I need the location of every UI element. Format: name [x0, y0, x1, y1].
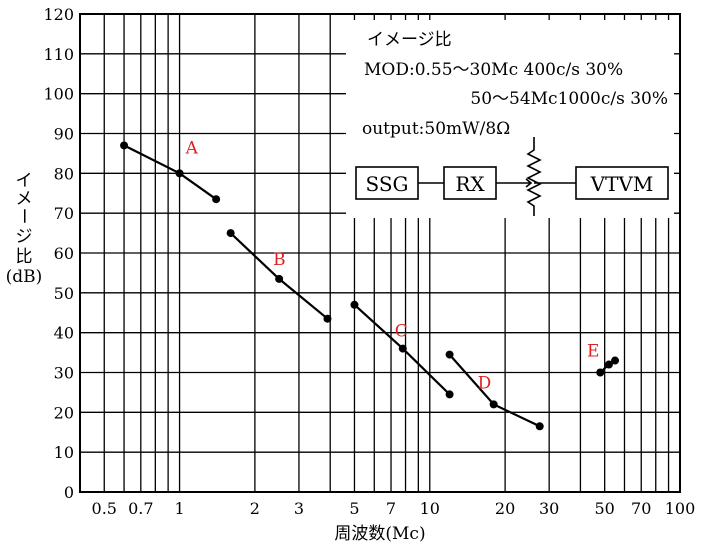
y-axis-title-char: ジ [16, 227, 33, 247]
data-point [611, 356, 620, 365]
y-tick-label: 0 [64, 483, 74, 502]
series-e: E [587, 342, 620, 377]
inset-panel: イメージ比 MOD:0.55〜30Mc 400c/s 30% 50〜54Mc10… [346, 20, 674, 218]
inset-title: イメージ比 [367, 30, 452, 50]
y-axis-title-char: メ [16, 189, 33, 209]
data-point [175, 169, 184, 178]
x-tick-label: 5 [349, 499, 359, 518]
data-point [350, 300, 359, 309]
y-axis-title-char: ー [13, 208, 33, 225]
y-tick-label: 110 [43, 45, 74, 64]
ssg-box [355, 166, 419, 200]
x-tick-label: 7 [386, 499, 396, 518]
rx-label: RX [455, 172, 485, 196]
resistor-symbol [526, 137, 542, 216]
y-axis-title-char: 比 [16, 247, 33, 267]
y-tick-label: 120 [43, 5, 74, 24]
series-label: D [478, 373, 492, 393]
x-tick-label: 30 [539, 499, 559, 518]
series-line [123, 144, 217, 201]
y-axis-title: イ メ ー ジ 比 (dB) [6, 171, 43, 287]
series-label: C [395, 322, 408, 342]
x-axis-title: 周波数(Mc) [334, 524, 425, 544]
x-tick-label: 2 [250, 499, 260, 518]
y-tick-label: 100 [43, 85, 74, 104]
connection-diagram: SSG RX VTVM [355, 137, 669, 216]
y-tick-label: 50 [54, 284, 74, 303]
series-a: A [120, 138, 221, 204]
x-tick-labels: 0.5 0.7 1 2 3 5 7 10 20 30 50 70 100 [92, 499, 696, 518]
x-tick-label: 100 [665, 499, 696, 518]
data-point [445, 390, 454, 399]
vtvm-box [575, 166, 669, 200]
y-tick-label: 30 [54, 364, 74, 383]
x-tick-label: 0.7 [128, 499, 153, 518]
data-point [120, 141, 129, 150]
y-tick-label: 20 [54, 403, 74, 422]
data-point [323, 314, 332, 323]
y-tick-label: 60 [54, 244, 74, 263]
y-tick-label: 80 [54, 164, 74, 183]
x-tick-label: 10 [420, 499, 440, 518]
y-tick-label: 10 [54, 443, 74, 462]
series-label: E [587, 342, 599, 362]
y-tick-label: 70 [54, 204, 74, 223]
series-line [448, 353, 541, 428]
data-point [596, 368, 605, 377]
x-tick-label: 3 [294, 499, 304, 518]
rx-box [443, 166, 497, 200]
data-point [489, 400, 498, 409]
y-tick-label: 90 [54, 125, 74, 144]
plot-frame [79, 13, 681, 493]
series-c: C [350, 300, 454, 399]
y-tick-labels: 0 10 20 30 40 50 60 70 80 90 100 110 120 [43, 5, 74, 502]
data-point [604, 360, 613, 369]
x-tick-label: 1 [174, 499, 184, 518]
y-tick-label: 40 [54, 324, 74, 343]
x-tick-label: 50 [594, 499, 614, 518]
series-d: D [445, 350, 544, 431]
data-point [275, 274, 284, 283]
inset-output-line: output:50mW/8Ω [362, 119, 510, 139]
data-point [535, 422, 544, 431]
x-tick-label: 0.5 [92, 499, 117, 518]
series-label: B [273, 250, 286, 270]
y-axis-unit: (dB) [6, 267, 43, 287]
x-tick-label: 70 [631, 499, 651, 518]
vtvm-label: VTVM [590, 172, 654, 196]
series-label: A [185, 138, 199, 158]
data-point [212, 195, 221, 204]
data-point [398, 344, 407, 353]
data-point [226, 229, 235, 238]
y-axis-title-char: イ [16, 171, 33, 191]
ssg-label: SSG [365, 172, 408, 196]
data-point [445, 350, 454, 359]
series-b: B [226, 229, 332, 323]
resistor-wiper-arrow [524, 178, 533, 188]
x-tick-label: 20 [495, 499, 515, 518]
series-layer: A B C D E [120, 138, 620, 431]
inset-mod-line: MOD:0.55〜30Mc 400c/s 30% [364, 60, 623, 80]
inset-mod-line-2: 50〜54Mc1000c/s 30% [470, 89, 668, 109]
